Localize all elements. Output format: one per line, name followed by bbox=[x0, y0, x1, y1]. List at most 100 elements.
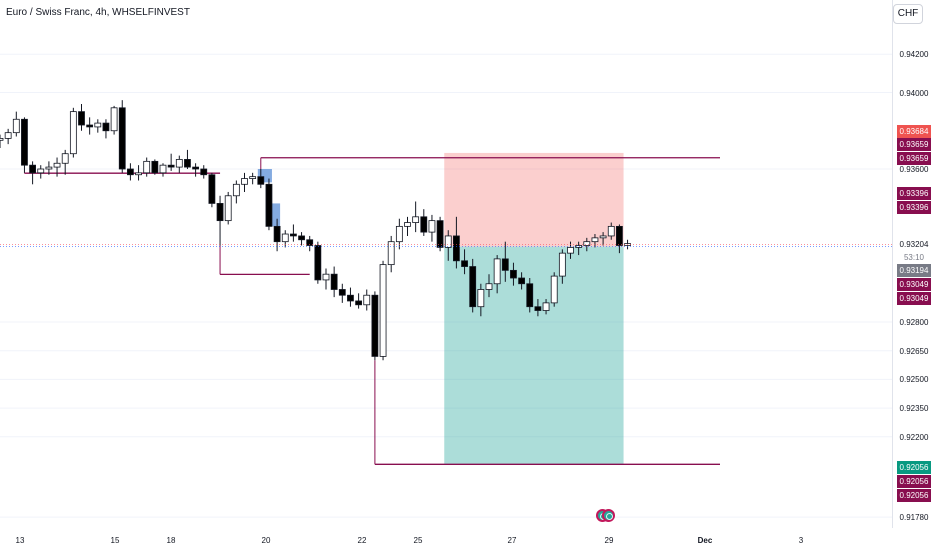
time-tick-label: Dec bbox=[697, 536, 713, 545]
candle bbox=[355, 300, 363, 306]
candle bbox=[379, 264, 387, 357]
price-tick-label: 0.91780 bbox=[899, 513, 929, 523]
candle bbox=[289, 233, 297, 237]
candle bbox=[167, 164, 175, 168]
currency-button[interactable]: CHF bbox=[893, 4, 923, 24]
candle bbox=[404, 222, 411, 227]
time-tick-label: 18 bbox=[166, 536, 176, 545]
time-tick-label: 3 bbox=[798, 536, 804, 545]
price-badge: 0.93194 bbox=[897, 264, 931, 277]
candle bbox=[281, 233, 289, 243]
candle bbox=[534, 306, 542, 311]
candle bbox=[86, 124, 94, 128]
candle bbox=[436, 220, 444, 248]
candle bbox=[338, 289, 346, 296]
candle bbox=[583, 241, 591, 246]
candle bbox=[298, 235, 305, 241]
price-badge: 0.93396 bbox=[897, 187, 931, 200]
candle bbox=[428, 220, 436, 233]
candle bbox=[21, 118, 28, 166]
candle bbox=[192, 166, 200, 170]
candle bbox=[501, 258, 509, 271]
candle bbox=[12, 118, 20, 134]
candle bbox=[53, 162, 61, 168]
price-tick-label: 0.92650 bbox=[899, 346, 929, 356]
price-tick-label: 0.93600 bbox=[899, 165, 929, 174]
candle bbox=[550, 275, 558, 304]
candle bbox=[151, 160, 159, 174]
price-tick-label: 0.92500 bbox=[899, 375, 929, 385]
candle bbox=[616, 225, 623, 246]
candle bbox=[216, 203, 224, 222]
price-tick-label: 0.92800 bbox=[899, 318, 929, 327]
candle bbox=[4, 132, 12, 139]
time-tick-label: 29 bbox=[604, 536, 614, 545]
stop-loss-zone bbox=[444, 152, 624, 247]
candle bbox=[306, 239, 314, 246]
candle bbox=[0, 137, 4, 141]
candle bbox=[452, 235, 460, 262]
price-tick-label: 0.94200 bbox=[899, 50, 929, 60]
candle bbox=[241, 178, 248, 185]
candle bbox=[395, 225, 403, 243]
candle bbox=[591, 237, 599, 243]
candle bbox=[444, 235, 452, 248]
price-badge: 0.93659 bbox=[897, 138, 931, 151]
candle bbox=[249, 176, 257, 179]
time-tick-label: 22 bbox=[357, 536, 367, 545]
price-badge: 0.93396 bbox=[897, 201, 931, 214]
price-badge: 0.93684 bbox=[897, 125, 931, 138]
candle bbox=[257, 176, 265, 185]
candle bbox=[493, 258, 501, 285]
candle bbox=[485, 283, 493, 290]
candle bbox=[387, 241, 395, 266]
candle bbox=[208, 174, 216, 204]
candle bbox=[232, 183, 240, 197]
candle bbox=[78, 111, 85, 126]
candle bbox=[599, 235, 607, 239]
price-tick-label: 0.92200 bbox=[899, 432, 929, 442]
candle bbox=[127, 168, 134, 176]
price-badge: 0.92056 bbox=[897, 489, 931, 502]
time-tick-label: 20 bbox=[261, 536, 271, 545]
candle bbox=[347, 294, 354, 302]
candle bbox=[200, 168, 208, 176]
price-badge: 0.93049 bbox=[897, 278, 931, 291]
candle bbox=[461, 260, 468, 267]
time-tick-label: 13 bbox=[15, 536, 25, 545]
economic-events[interactable] bbox=[596, 509, 616, 524]
price-badge: 0.93049 bbox=[897, 292, 931, 305]
candle bbox=[94, 122, 102, 128]
candle bbox=[314, 245, 322, 281]
candle bbox=[542, 302, 550, 311]
candle bbox=[363, 294, 371, 306]
candle bbox=[265, 183, 273, 227]
price-badge: 0.92056 bbox=[897, 461, 931, 474]
candle bbox=[567, 247, 574, 254]
candle bbox=[224, 195, 232, 222]
time-tick-label: 27 bbox=[507, 536, 517, 545]
candle bbox=[469, 266, 477, 308]
time-tick-label: 15 bbox=[110, 536, 120, 545]
event-icon[interactable] bbox=[602, 509, 615, 522]
candle bbox=[412, 216, 420, 223]
price-badge: 0.92056 bbox=[897, 475, 931, 488]
candle bbox=[575, 245, 583, 248]
price-tick-label: 0.92350 bbox=[899, 404, 929, 414]
symbol-title: Euro / Swiss Franc, 4h, WHSELFINVEST bbox=[6, 7, 190, 18]
candle bbox=[175, 159, 183, 168]
candle bbox=[143, 160, 151, 174]
price-badge: 53:10 bbox=[897, 251, 931, 264]
candle bbox=[102, 122, 110, 132]
candle bbox=[159, 164, 167, 174]
candle bbox=[526, 283, 534, 308]
candles bbox=[0, 100, 631, 361]
price-axis-border bbox=[892, 0, 893, 528]
candle bbox=[273, 225, 281, 243]
time-tick-label: 25 bbox=[413, 536, 423, 545]
candle bbox=[110, 107, 118, 132]
price-badge: 0.93659 bbox=[897, 152, 931, 165]
price-badge: 0.93204 bbox=[897, 238, 931, 251]
position-zones bbox=[444, 152, 624, 465]
